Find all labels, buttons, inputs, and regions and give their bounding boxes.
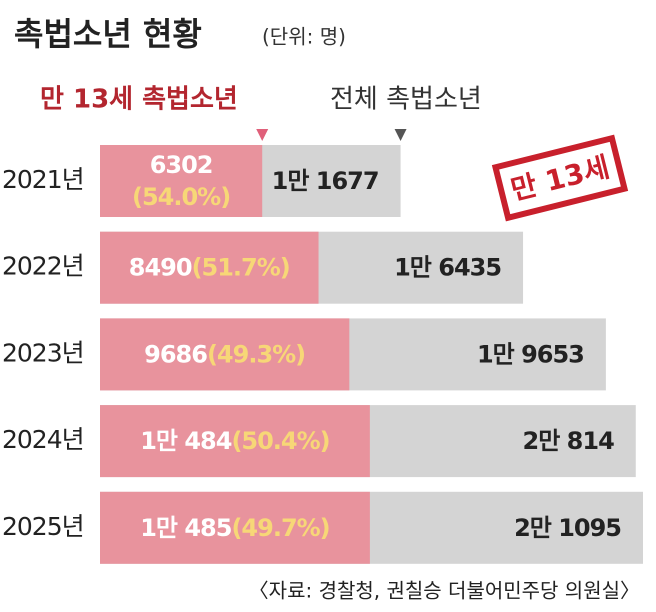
value-label: 1만 485 — [140, 514, 232, 542]
chart-title: 촉법소년 현황 — [14, 15, 202, 53]
value-label: 8490 — [129, 254, 192, 282]
value-label: 2만 1095 — [514, 514, 621, 542]
legend-label: 전체 촉법소년 — [330, 85, 482, 115]
bar — [100, 231, 319, 304]
bar — [100, 145, 263, 217]
bar — [100, 318, 350, 391]
share-label: (51.7%) — [192, 254, 290, 282]
legend-marker — [394, 129, 407, 141]
value-label: 1만 9653 — [477, 340, 584, 368]
y-tick-label: 2024년 — [2, 425, 84, 454]
y-tick-label: 2025년 — [2, 512, 84, 541]
value-group: 1만 484(50.4%) — [140, 427, 329, 455]
y-tick-label: 2022년 — [2, 252, 84, 281]
share-label: (50.4%) — [231, 427, 329, 455]
value-label: 9686 — [144, 340, 207, 368]
y-tick-label: 2021년 — [2, 165, 84, 194]
unit: (단위: 명) — [262, 25, 346, 49]
source: 〈자료: 경찰청, 권칠승 더불어민주당 의원실〉 — [249, 579, 640, 603]
bar — [100, 405, 370, 478]
value-label: 1만 6435 — [394, 254, 501, 282]
value-group: 8490(51.7%) — [129, 254, 290, 282]
y-tick-label: 2023년 — [2, 338, 84, 367]
stamp: 만 13세 — [491, 134, 629, 222]
stamp-box — [491, 134, 629, 222]
legend-label: 만 13세 촉법소년 — [40, 85, 238, 115]
value-label: 1만 484 — [140, 427, 232, 455]
value-label: 6302 — [150, 151, 213, 179]
share-label: (54.0%) — [132, 183, 230, 211]
value-label: 1만 1677 — [272, 167, 379, 195]
value-group: 9686(49.3%) — [144, 340, 305, 368]
value-group: 1만 485(49.7%) — [140, 514, 329, 542]
share-label: (49.7%) — [231, 514, 329, 542]
value-label: 2만 814 — [523, 427, 615, 455]
legend-marker — [256, 129, 269, 141]
share-label: (49.3%) — [207, 340, 305, 368]
bar — [100, 491, 370, 564]
